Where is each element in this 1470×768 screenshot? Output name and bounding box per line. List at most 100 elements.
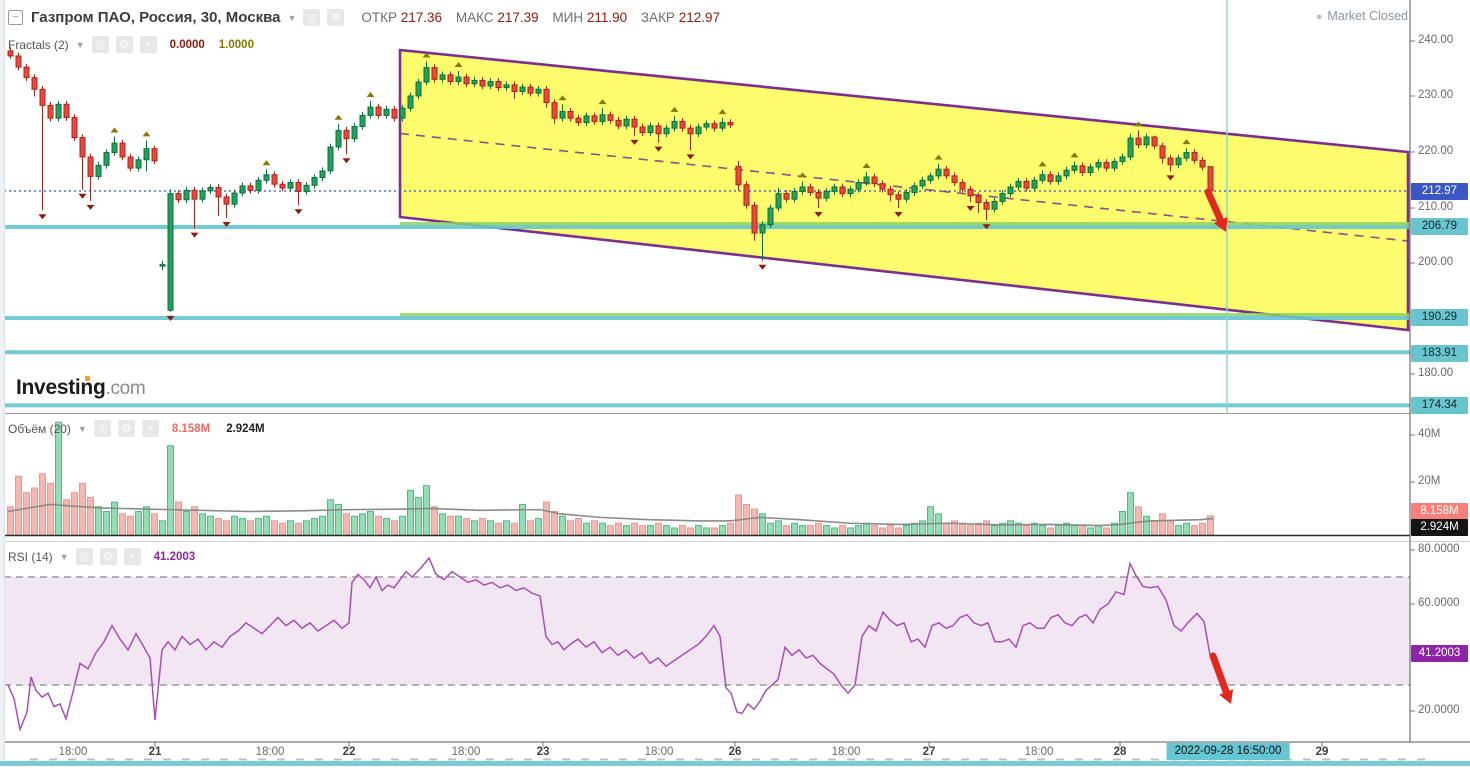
volume-bar — [791, 522, 798, 536]
candle-body — [23, 66, 30, 79]
volume-bar — [39, 473, 46, 536]
fractals-label[interactable]: Fractals (2) — [8, 37, 69, 52]
candle-body — [815, 192, 822, 199]
fractal-down-icon — [342, 158, 351, 164]
volume-bar — [207, 515, 214, 536]
trend-channel-drawing[interactable] — [398, 48, 1410, 332]
close-icon[interactable]: × — [141, 420, 159, 437]
market-status: ● Market Closed — [1316, 9, 1408, 23]
rsi-label[interactable]: RSI (14) — [8, 549, 53, 564]
volume-bar — [391, 520, 398, 536]
volume-bar — [1151, 520, 1158, 536]
ohlc-readout: ОТКР 217.36 МАКС 217.39 МИН 211.90 ЗАКР … — [361, 10, 730, 25]
volume-bar — [471, 520, 478, 536]
rsi-axis-label: 60.0000 — [1418, 597, 1460, 609]
eye-icon[interactable]: ◎ — [93, 420, 111, 437]
fractal-down-icon — [190, 232, 199, 238]
rsi-axis-label: 80.0000 — [1418, 543, 1460, 555]
gear-icon[interactable]: ⚙ — [99, 548, 117, 565]
gear-icon[interactable]: ⚙ — [115, 36, 133, 53]
eye-icon[interactable]: ◎ — [91, 36, 109, 53]
candle-body — [231, 192, 238, 205]
chevron-down-icon[interactable]: ▼ — [59, 551, 69, 562]
candle-body — [879, 183, 886, 190]
candle-body — [703, 123, 710, 128]
candle-body — [207, 187, 214, 192]
candle-body — [295, 182, 302, 192]
volume-bar — [855, 525, 862, 536]
status-dot-icon: ● — [1315, 11, 1323, 23]
candle-body — [375, 106, 382, 116]
volume-bar — [1047, 527, 1054, 536]
candle-body — [655, 125, 662, 135]
trend-channel-midline[interactable] — [399, 132, 1409, 242]
fractal-up-icon — [598, 99, 607, 105]
volume-axis-label: 40M — [1418, 428, 1441, 440]
market-status-text: Market Closed — [1327, 9, 1408, 23]
candle-body — [767, 207, 774, 226]
chevron-down-icon[interactable]: ▼ — [287, 12, 297, 23]
left-edge-strip — [0, 0, 5, 761]
volume-bar — [535, 518, 542, 536]
symbol-title[interactable]: Газпром ПАО, Россия, 30, Москва — [31, 9, 281, 26]
candle-body — [719, 122, 726, 129]
volume-bar — [543, 501, 550, 536]
time-axis-label: 18:00 — [255, 746, 285, 758]
candle-body — [791, 190, 798, 200]
candle-body — [175, 193, 182, 201]
bottom-scroll-bar[interactable] — [0, 761, 1470, 766]
fractal-up-icon — [670, 106, 679, 112]
chevron-down-icon[interactable]: ▼ — [77, 423, 87, 434]
volume-bar — [807, 525, 814, 536]
fractal-up-icon — [718, 109, 727, 115]
candle-body — [463, 76, 470, 85]
eye-icon[interactable]: ◎ — [303, 9, 321, 26]
candle-body — [1087, 166, 1094, 174]
volume-bar — [663, 525, 670, 536]
collapse-panel-icon[interactable]: − — [8, 10, 23, 25]
volume-bar — [959, 522, 966, 536]
volume-series[interactable] — [7, 421, 1214, 536]
gear-icon[interactable]: ⚙ — [117, 420, 135, 437]
volume-bar — [431, 506, 438, 536]
candle-body — [919, 179, 926, 187]
candle-body — [895, 194, 902, 200]
candle-body — [831, 186, 838, 192]
gear-icon[interactable]: ⚙ — [327, 9, 345, 26]
time-axis-label: 18:00 — [1024, 746, 1054, 758]
fractal-up-icon — [862, 162, 871, 168]
volume-bar — [783, 525, 790, 536]
candle-body — [775, 193, 782, 209]
candle-body — [151, 148, 158, 162]
candle-body — [15, 55, 22, 68]
arrow-annotation-price[interactable] — [1204, 188, 1228, 232]
open-label: ОТКР — [361, 10, 397, 25]
arrow-annotation-rsi[interactable] — [1209, 652, 1234, 704]
fractals-legend-row: Fractals (2) ▼ ◎ ⚙ × 0.0000 1.0000 — [8, 36, 254, 53]
close-icon[interactable]: × — [123, 548, 141, 565]
volume-bar — [351, 515, 358, 536]
candlestick-series[interactable] — [7, 47, 1214, 312]
volume-value-current: 8.158M — [171, 422, 211, 435]
candle-body — [847, 188, 854, 195]
volume-bar — [455, 515, 462, 536]
fractal-down-icon — [294, 209, 303, 215]
candle-body — [239, 185, 246, 194]
chevron-down-icon[interactable]: ▼ — [75, 39, 85, 50]
volume-bar — [295, 522, 302, 536]
time-axis-label: 22 — [342, 746, 356, 758]
candle-body — [103, 152, 110, 166]
candle-body — [1039, 174, 1046, 181]
candle-body — [423, 67, 430, 83]
candle-body — [887, 188, 894, 196]
candle-body — [863, 176, 870, 184]
candle-body — [855, 182, 862, 190]
close-icon[interactable]: × — [139, 36, 157, 53]
candle-body — [1007, 186, 1014, 195]
volume-bar — [1007, 520, 1014, 536]
eye-icon[interactable]: ◎ — [75, 548, 93, 565]
fractal-down-icon — [758, 264, 767, 270]
volume-label[interactable]: Объём (20) — [8, 421, 71, 436]
candle-body — [215, 187, 222, 198]
